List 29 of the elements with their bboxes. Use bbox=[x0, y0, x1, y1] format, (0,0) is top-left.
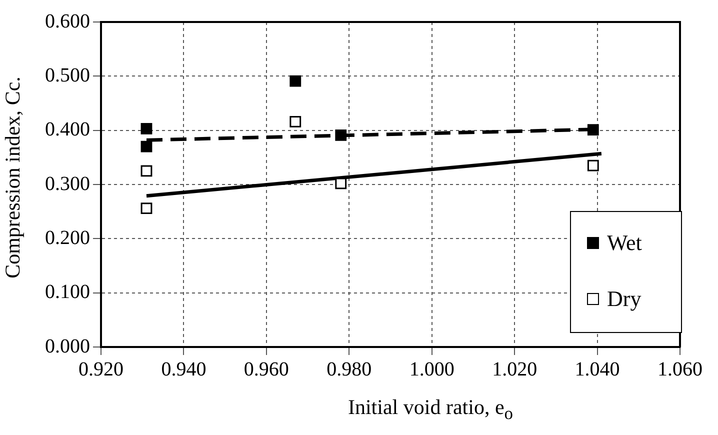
point bbox=[290, 75, 302, 87]
point bbox=[140, 202, 152, 214]
x-tick-label: 0.980 bbox=[326, 358, 372, 380]
y-tick-label: 0.400 bbox=[45, 118, 90, 141]
x-tick-label: 1.040 bbox=[574, 358, 620, 380]
y-tick-label: 0.100 bbox=[45, 281, 90, 304]
x-tick-label: 1.020 bbox=[492, 358, 538, 380]
y-tick-label: 0.000 bbox=[45, 335, 90, 358]
point bbox=[335, 130, 347, 141]
point bbox=[140, 140, 152, 152]
point bbox=[290, 116, 302, 128]
x-tick-label: 1.060 bbox=[658, 358, 702, 380]
y-tick-label: 0.200 bbox=[45, 226, 90, 249]
point bbox=[140, 123, 152, 134]
point bbox=[587, 160, 599, 172]
point bbox=[335, 178, 347, 190]
point bbox=[587, 124, 599, 136]
y-tick-label: 0.500 bbox=[45, 64, 90, 86]
legend-label: Dry bbox=[607, 286, 642, 312]
y-axis-title: Compression index, Cc. bbox=[0, 76, 26, 280]
x-axis-title: Initial void ratio, e$_{o}$ bbox=[346, 395, 514, 424]
legend-label: Wet bbox=[607, 230, 642, 256]
y-tick-label: 0.300 bbox=[45, 172, 90, 195]
x-tick-label: 0.940 bbox=[161, 358, 206, 380]
y-tick-label: 0.600 bbox=[45, 10, 90, 32]
x-tick-label: 0.920 bbox=[78, 358, 124, 380]
point bbox=[140, 165, 152, 177]
x-tick-label: 0.960 bbox=[244, 358, 289, 380]
x-tick-label: 1.000 bbox=[409, 358, 454, 380]
